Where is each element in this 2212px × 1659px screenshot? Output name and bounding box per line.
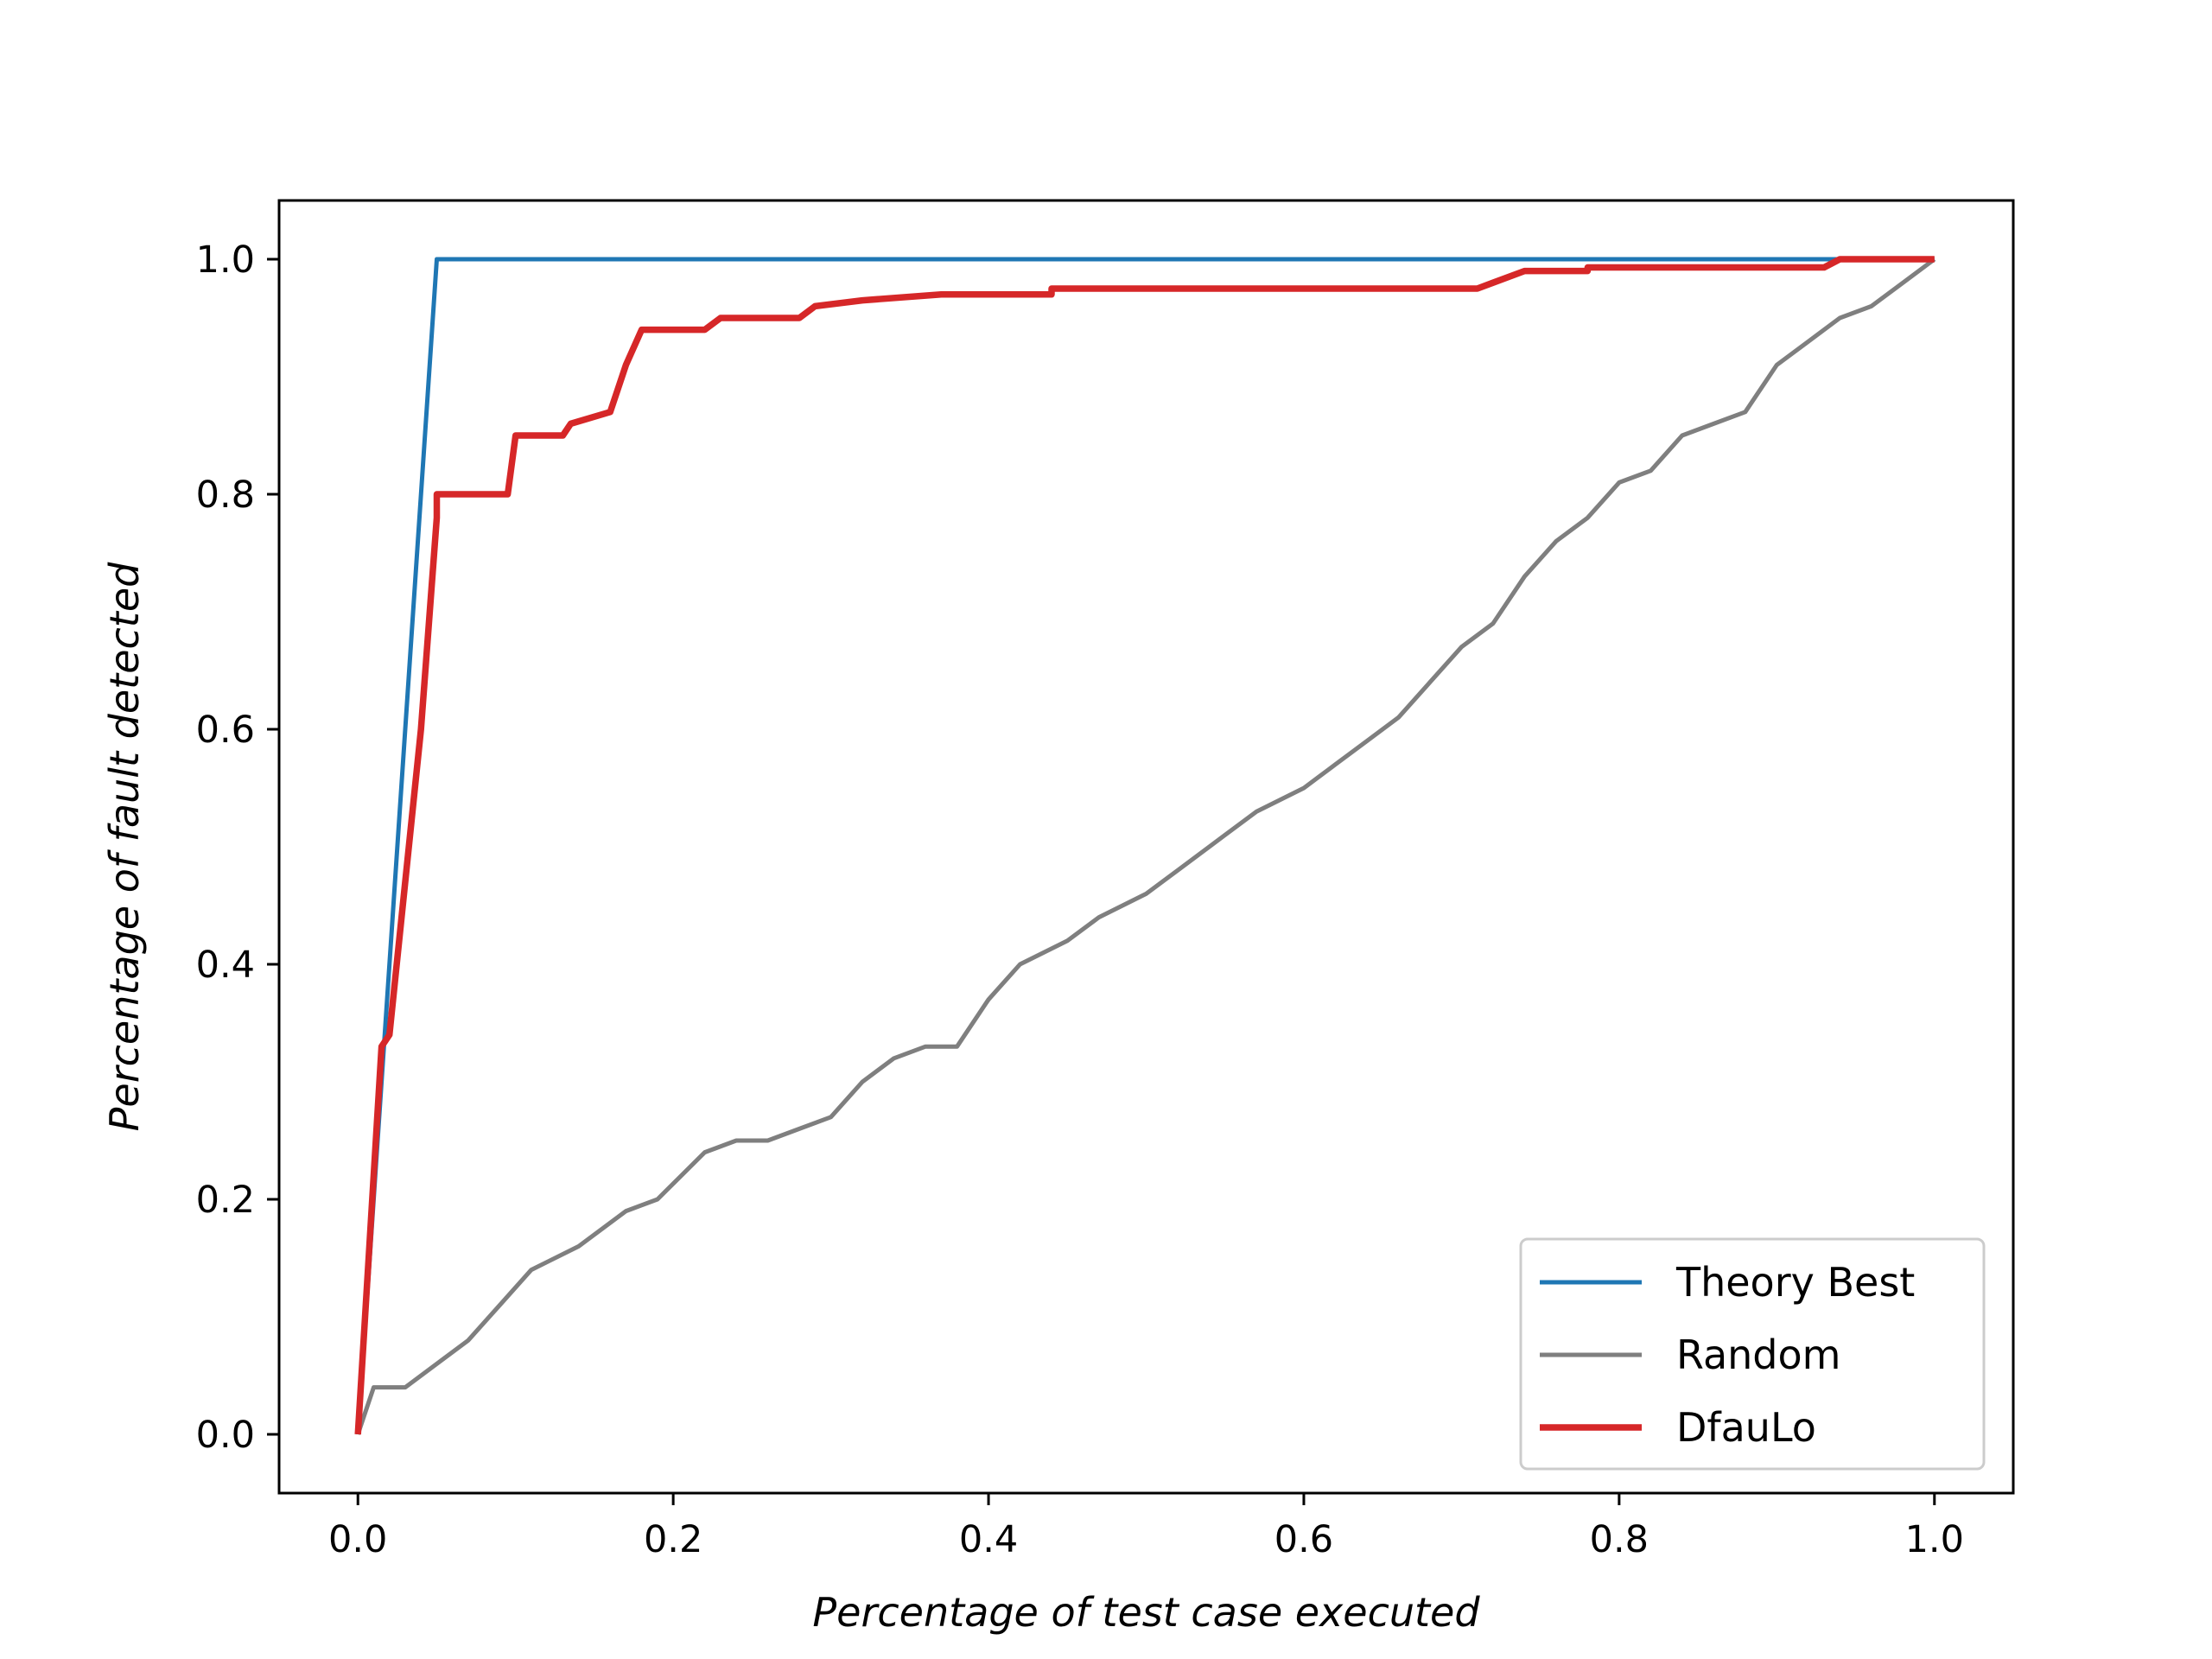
x-tick-label: 0.6 — [1274, 1518, 1333, 1561]
series-layer — [354, 256, 1936, 1435]
y-axis-label: Percentage of fault detected — [101, 562, 148, 1131]
legend-box — [1519, 1237, 1986, 1471]
y-tick-label: 1.0 — [196, 238, 255, 282]
plot-frame — [277, 199, 2015, 1495]
x-tick-label: 0.8 — [1590, 1518, 1649, 1561]
x-axis-label: Percentage of test case executed — [812, 1589, 1480, 1636]
ticks-layer: 0.0 0.2 0.4 0.6 0.8 1.0 0.0 0.2 0.4 0.6 0.8 1.0 — [196, 238, 1964, 1561]
series-line-1 — [355, 257, 1936, 1435]
legend-label-0: Theory Best — [1675, 1259, 1915, 1306]
x-tick-label: 0.4 — [959, 1518, 1018, 1561]
legend-label-2: DfauLo — [1676, 1404, 1816, 1451]
x-tick-label: 1.0 — [1905, 1518, 1964, 1561]
legend: Theory Best Random DfauLo — [1519, 1237, 1986, 1471]
y-tick-label: 0.8 — [196, 474, 255, 517]
y-tick-label: 0.6 — [196, 709, 255, 752]
legend-label-1: Random — [1676, 1332, 1840, 1378]
y-tick-label: 0.4 — [196, 944, 255, 987]
y-tick-label: 0.2 — [196, 1179, 255, 1222]
x-tick-label: 0.2 — [644, 1518, 702, 1561]
x-tick-label: 0.0 — [328, 1518, 387, 1561]
series-line-2 — [354, 256, 1935, 1435]
y-tick-label: 0.0 — [196, 1414, 255, 1457]
